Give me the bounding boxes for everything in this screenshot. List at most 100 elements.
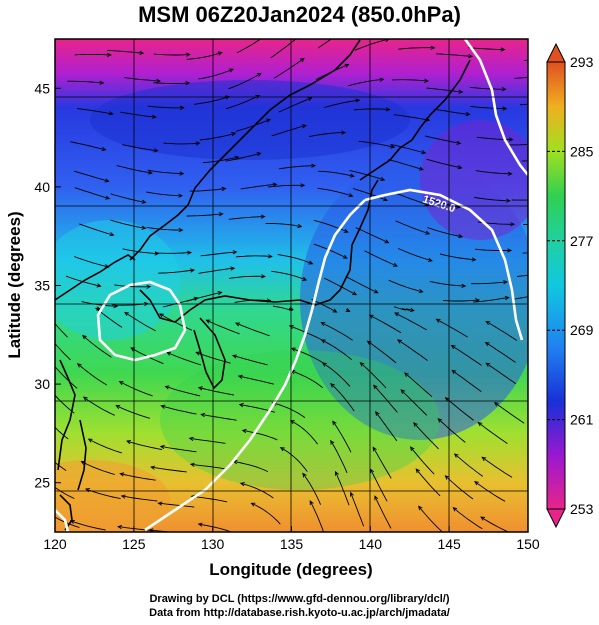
streamline (388, 159, 424, 171)
streamline-arrow (444, 397, 450, 402)
streamline (330, 383, 355, 412)
streamline-arrow (501, 87, 507, 92)
streamline (228, 275, 265, 279)
streamline (161, 405, 197, 415)
streamline-arrow (195, 351, 201, 356)
streamline (424, 135, 461, 144)
streamline (367, 340, 397, 364)
streamline (55, 461, 67, 471)
streamline (55, 516, 80, 528)
streamline-arrow (503, 280, 509, 285)
x-tick-label: 140 (359, 536, 383, 552)
streamline-arrow (157, 501, 163, 506)
streamline-arrow (188, 436, 194, 441)
streamline-arrow (309, 500, 314, 506)
streamline (354, 39, 390, 51)
streamline-arrow (39, 447, 43, 451)
streamline-arrow (334, 470, 339, 476)
streamline-arrow (352, 291, 358, 296)
streamline-arrow (427, 257, 433, 262)
streamline-arrow (390, 144, 396, 149)
streamline (318, 170, 354, 177)
streamline-arrow (372, 384, 378, 390)
streamline-arrow (99, 80, 105, 85)
streamline-arrow (290, 347, 296, 352)
streamline (73, 170, 109, 182)
streamline-arrow (344, 28, 348, 31)
streamline-arrow (101, 146, 107, 152)
x-tick-label: 135 (280, 536, 304, 552)
streamline (469, 86, 506, 90)
streamline-arrow (539, 142, 543, 146)
streamline-arrow (359, 362, 365, 367)
colorbar-min-arrow (546, 508, 566, 529)
streamline (350, 492, 365, 527)
streamline (202, 156, 239, 164)
streamline (225, 95, 260, 110)
streamline-arrow (272, 182, 278, 187)
streamline-arrow (341, 130, 347, 135)
streamline-arrow (217, 290, 223, 296)
streamline (311, 298, 337, 313)
streamline-arrow (349, 491, 354, 497)
streamline (273, 58, 305, 79)
streamline (235, 255, 272, 258)
streamline (393, 306, 415, 312)
streamline-arrow (372, 446, 377, 452)
x-tick-label: 125 (122, 536, 146, 552)
streamline (107, 49, 144, 54)
streamline (158, 269, 195, 274)
streamline (471, 281, 508, 285)
streamline (232, 355, 268, 366)
streamline (485, 342, 516, 363)
y-tick-label: 45 (34, 80, 50, 96)
streamline-arrow (425, 230, 431, 235)
streamline (413, 422, 439, 450)
streamline-arrow (164, 385, 170, 390)
streamline-arrow (394, 312, 399, 317)
streamline (279, 165, 316, 170)
streamline-arrow (507, 171, 513, 176)
streamline-arrow (232, 250, 238, 255)
streamline-arrow (156, 78, 162, 83)
streamline (436, 318, 468, 338)
streamline-arrow (141, 199, 147, 204)
streamline (122, 144, 158, 152)
streamline (147, 169, 184, 175)
streamline (358, 140, 395, 148)
streamline-arrow (109, 232, 115, 237)
streamline-arrow (380, 176, 386, 182)
streamline (475, 170, 512, 175)
streamline (391, 79, 429, 82)
y-tick-label: 40 (34, 179, 50, 195)
streamline-arrow (400, 389, 406, 394)
streamline-arrow (288, 325, 294, 330)
streamline (397, 339, 428, 361)
streamline (321, 339, 352, 361)
streamline-arrow (348, 193, 354, 198)
streamline-arrow (415, 468, 420, 474)
colorbar-tick-label: 285 (570, 143, 594, 159)
streamline (186, 52, 222, 60)
streamline (451, 370, 482, 392)
streamline-arrow (200, 412, 206, 418)
streamline-arrow (375, 411, 380, 416)
streamline (146, 226, 183, 231)
streamline (278, 97, 312, 113)
streamline-arrow (230, 266, 236, 271)
colorbar-tick-label: 261 (570, 412, 594, 428)
colorbar-tick-label: 269 (570, 322, 594, 338)
streamline-arrow (330, 439, 335, 445)
streamline (190, 463, 227, 470)
streamline (433, 108, 470, 115)
streamline (473, 297, 509, 303)
streamline (120, 473, 156, 481)
streamline-arrow (311, 163, 317, 168)
streamline (454, 453, 484, 477)
streamline (404, 372, 433, 398)
streamline-arrow (237, 374, 243, 379)
streamline (321, 322, 353, 341)
streamline-arrow (158, 313, 164, 318)
streamline-arrow (437, 418, 443, 423)
